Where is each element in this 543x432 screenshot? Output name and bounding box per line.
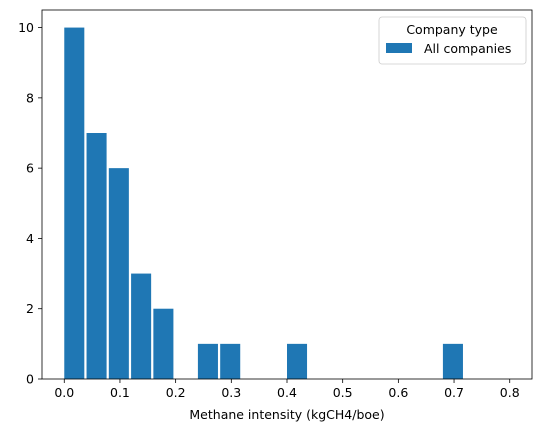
legend-box xyxy=(378,16,527,65)
x-tick-label-1: 0.1 xyxy=(110,385,130,400)
x-axis-ticks: 0.0 0.1 0.2 0.3 0.4 0.5 0.6 0.7 0.8 xyxy=(54,379,520,400)
legend-title: Company type xyxy=(406,22,498,37)
x-tick-label-4: 0.4 xyxy=(277,385,297,400)
legend-entry-label: All companies xyxy=(424,41,511,56)
bars-group xyxy=(64,27,463,379)
y-axis-ticks: 0 2 4 6 8 10 xyxy=(18,20,42,387)
y-tick-label-1: 2 xyxy=(26,301,34,316)
x-axis-label: Methane intensity (kgCH4/boe) xyxy=(189,407,384,422)
x-tick-label-2: 0.2 xyxy=(166,385,186,400)
bar-7 xyxy=(287,343,308,379)
bar-5 xyxy=(197,343,218,379)
bar-2 xyxy=(108,168,129,379)
x-tick-label-8: 0.8 xyxy=(500,385,520,400)
y-tick-label-5: 10 xyxy=(18,20,34,35)
y-tick-label-0: 0 xyxy=(26,372,34,387)
legend-swatch xyxy=(386,43,412,53)
x-tick-label-0: 0.0 xyxy=(54,385,74,400)
plot-area-frame xyxy=(41,9,533,380)
y-tick-label-2: 4 xyxy=(26,231,34,246)
x-tick-label-6: 0.6 xyxy=(388,385,408,400)
x-tick-label-7: 0.7 xyxy=(444,385,464,400)
bar-3 xyxy=(131,273,152,379)
y-tick-label-4: 8 xyxy=(26,90,34,105)
x-tick-label-5: 0.5 xyxy=(333,385,353,400)
legend: Company type All companies xyxy=(378,16,527,65)
y-tick-label-3: 6 xyxy=(26,161,34,176)
bar-0 xyxy=(64,27,85,379)
bar-8 xyxy=(442,343,463,379)
bar-4 xyxy=(153,308,174,379)
bar-6 xyxy=(220,343,241,379)
bar-1 xyxy=(86,133,107,379)
x-tick-label-3: 0.3 xyxy=(221,385,241,400)
